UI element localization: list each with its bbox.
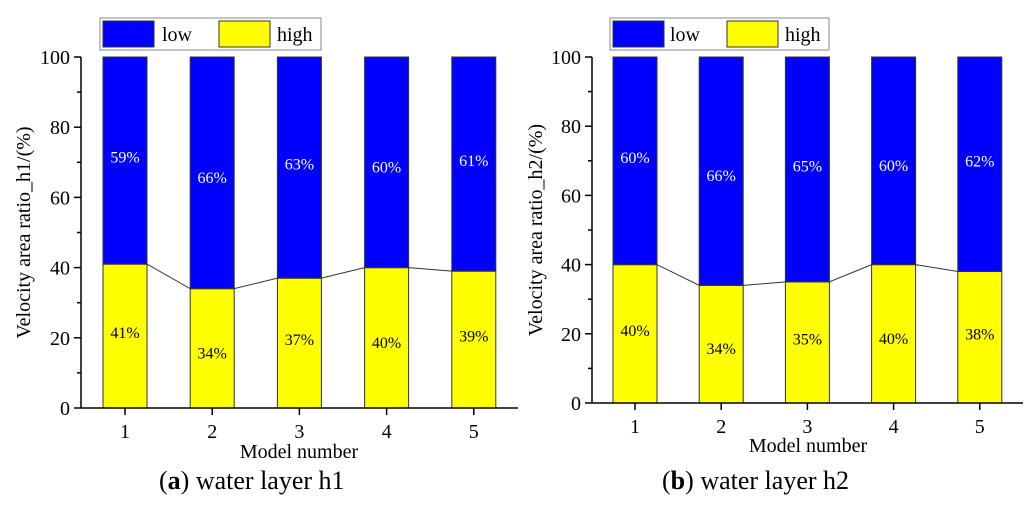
connector-line xyxy=(613,264,1002,286)
legend-label-low: low xyxy=(670,24,701,46)
bar-low-2 xyxy=(189,56,235,290)
bar-low-2 xyxy=(698,56,744,286)
x-tick-label-5: 5 xyxy=(975,416,985,438)
bar-high-1 xyxy=(102,263,148,409)
bar-high-1 xyxy=(612,264,658,404)
bar-low-4 xyxy=(364,56,410,269)
data-label-low-4: 60% xyxy=(879,158,908,175)
y-tick-label-60: 60 xyxy=(561,185,581,207)
bar-low-1 xyxy=(612,56,658,266)
caption-a-letter: a xyxy=(167,466,181,495)
legend-swatch-low xyxy=(612,20,665,48)
bar-low-3 xyxy=(784,56,830,283)
y-tick-label-0: 0 xyxy=(60,398,70,420)
data-label-high-3: 37% xyxy=(285,332,314,349)
bar-high-2 xyxy=(698,284,744,404)
legend-swatch-low xyxy=(102,20,155,48)
data-label-low-2: 66% xyxy=(198,170,227,187)
caption-b-letter: b xyxy=(670,466,686,495)
legend-label-high: high xyxy=(277,24,313,46)
data-label-low-3: 65% xyxy=(793,158,822,175)
caption-b: (b) water layer h2 xyxy=(662,466,850,495)
data-label-low-1: 60% xyxy=(620,150,649,167)
data-label-low-4: 60% xyxy=(372,159,401,176)
y-axis-title: Velocity area ratio_h2/(%) xyxy=(525,124,547,336)
x-tick-label-2: 2 xyxy=(207,421,217,443)
bar-low-4 xyxy=(871,56,917,266)
bar-high-4 xyxy=(871,264,917,404)
bar-high-3 xyxy=(784,281,830,404)
data-label-low-2: 66% xyxy=(707,168,736,185)
bar-low-5 xyxy=(451,56,497,272)
data-label-high-1: 41% xyxy=(110,325,139,342)
data-label-high-1: 40% xyxy=(620,323,649,340)
data-label-low-5: 61% xyxy=(459,153,488,170)
y-tick-label-100: 100 xyxy=(40,47,70,69)
data-label-low-5: 62% xyxy=(965,153,994,170)
bar-low-3 xyxy=(276,56,322,279)
x-tick-label-3: 3 xyxy=(802,416,812,438)
legend-label-high: high xyxy=(785,24,821,46)
y-tick-label-0: 0 xyxy=(571,393,581,415)
caption-b-text: water layer h2 xyxy=(693,466,850,495)
bar-low-5 xyxy=(957,56,1003,273)
chart-panel-a: 41% 59% 34% 66% 37% 63% 40% 60% 39% 61% 0 20 40 60 80 1… xyxy=(13,17,518,463)
data-label-high-5: 38% xyxy=(965,326,994,343)
y-tick-label-20: 20 xyxy=(561,324,581,346)
y-tick-label-100: 100 xyxy=(551,47,581,69)
caption-a: (a) water layer h1 xyxy=(159,466,345,495)
y-tick-label-80: 80 xyxy=(50,117,70,139)
x-tick-label-2: 2 xyxy=(716,416,726,438)
x-tick-label-3: 3 xyxy=(294,421,304,443)
data-label-high-3: 35% xyxy=(793,331,822,348)
y-tick-label-60: 60 xyxy=(50,187,70,209)
data-label-low-3: 63% xyxy=(285,157,314,174)
legend-swatch-high xyxy=(726,20,779,48)
data-label-high-2: 34% xyxy=(198,345,227,362)
y-tick-label-80: 80 xyxy=(561,116,581,138)
x-tick-label-4: 4 xyxy=(889,416,899,438)
x-axis-title: Model number xyxy=(240,441,359,463)
x-tick-label-4: 4 xyxy=(382,421,392,443)
y-tick-label-40: 40 xyxy=(561,255,581,277)
x-tick-label-1: 1 xyxy=(630,416,640,438)
data-label-low-1: 59% xyxy=(110,150,139,167)
data-label-high-5: 39% xyxy=(459,329,488,346)
legend-label-low: low xyxy=(162,24,193,46)
y-tick-label-40: 40 xyxy=(50,258,70,280)
y-tick-label-20: 20 xyxy=(50,328,70,350)
chart-panel-b: 40% 60% 34% 66% 35% 65% 40% 60% 38% 62% 0 20 40 60 80 1… xyxy=(525,17,1023,457)
y-axis-title: Velocity area ratio_h1/(%) xyxy=(13,126,35,338)
x-tick-label-1: 1 xyxy=(120,421,130,443)
legend-swatch-high xyxy=(218,20,271,48)
legend: low high xyxy=(609,17,830,51)
x-axis-title: Model number xyxy=(749,435,868,457)
connector-line xyxy=(103,263,496,290)
bar-high-5 xyxy=(957,271,1003,404)
legend: low high xyxy=(99,17,322,51)
x-tick-label-5: 5 xyxy=(469,421,479,443)
data-label-high-4: 40% xyxy=(879,331,908,348)
data-label-high-4: 40% xyxy=(372,335,401,352)
caption-a-text: water layer h1 xyxy=(189,466,345,495)
bar-low-1 xyxy=(102,56,148,265)
data-label-high-2: 34% xyxy=(707,341,736,358)
